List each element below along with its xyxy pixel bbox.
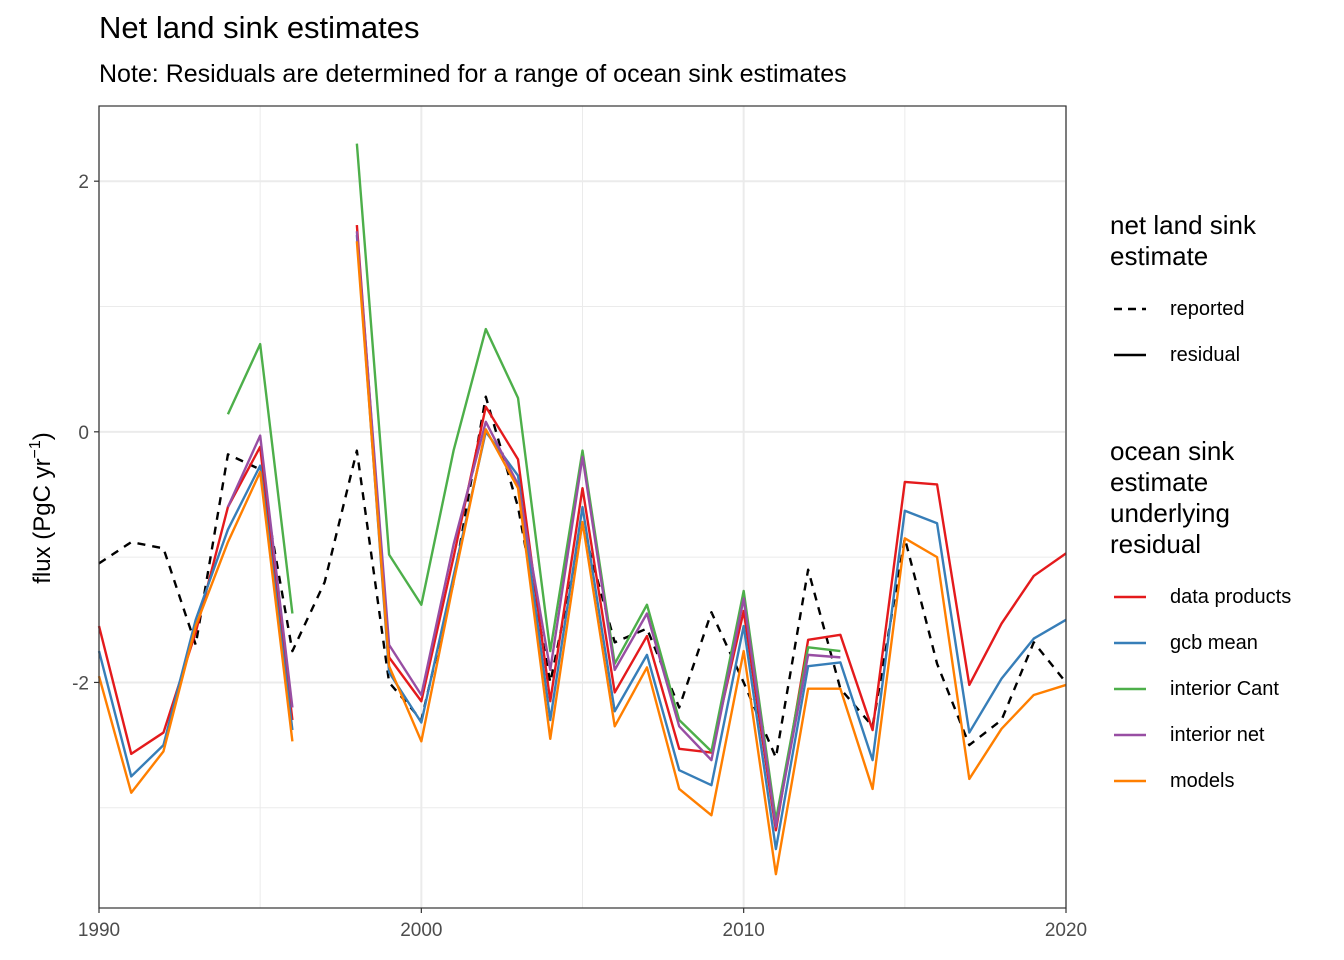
series-line-models [355,241,1067,876]
series-line-data-products [97,445,294,756]
legend-item-reported: reported [1110,286,1256,332]
x-tick-label: 2020 [1045,920,1087,941]
y-tick-label: 2 [78,172,89,193]
legend-key-interior-net [1114,733,1146,737]
legend-item-interior-net: interior net [1110,712,1291,758]
legend-label-reported: reported [1170,297,1245,320]
legend-item-interior-Cant: interior Cant [1110,666,1291,712]
solid-line-key [1114,353,1146,357]
legend-label-models: models [1170,769,1235,792]
x-tick-label: 2010 [723,920,765,941]
y-tick-label: -2 [72,673,89,694]
series-line-interior-net [226,434,294,708]
chart-subtitle: Note: Residuals are determined for a ran… [99,60,847,88]
legend-key-data-products [1114,595,1146,599]
legend-item-models: models [1110,758,1291,804]
legend-label-interior-Cant: interior Cant [1170,677,1279,700]
dashed-line-key [1114,307,1146,311]
linetype-legend: net land sink estimate reported residual [1110,210,1256,378]
legend-item-residual: residual [1110,332,1256,378]
series-line-data-products [355,224,1067,832]
y-tick-label: 0 [78,423,89,444]
y-axis-label: flux (PgC yr−1) [27,432,56,584]
x-tick-label: 2000 [400,920,442,941]
linetype-legend-title: net land sink estimate [1110,210,1256,271]
legend-key-gcb-mean [1114,641,1146,645]
series-line-gcb-mean [97,464,294,778]
legend-item-data-products: data products [1110,574,1291,620]
legend-key-interior-Cant [1114,687,1146,691]
ocean-sink-legend: ocean sink estimate underlying residual … [1110,436,1291,804]
legend-label-gcb-mean: gcb mean [1170,631,1258,654]
series-lines [97,143,1067,876]
legend-key-models [1114,779,1146,783]
series-line-models [97,470,294,794]
series-line-interior-Cant [226,342,294,614]
series-line-interior-Cant [355,143,841,822]
legend-label-data-products: data products [1170,585,1292,608]
ocean-sink-legend-title: ocean sink estimate underlying residual [1110,436,1235,559]
chart-title: Net land sink estimates [99,10,420,45]
x-tick-label: 1990 [78,920,120,941]
legend-label-interior-net: interior net [1170,723,1265,746]
series-line-interior-net [355,231,841,828]
legend-item-gcb-mean: gcb mean [1110,620,1291,666]
axes: -2 0 2 1990 2000 2010 2020 [72,172,1087,941]
legend-label-residual: residual [1170,343,1241,366]
panel-border [98,105,1067,909]
